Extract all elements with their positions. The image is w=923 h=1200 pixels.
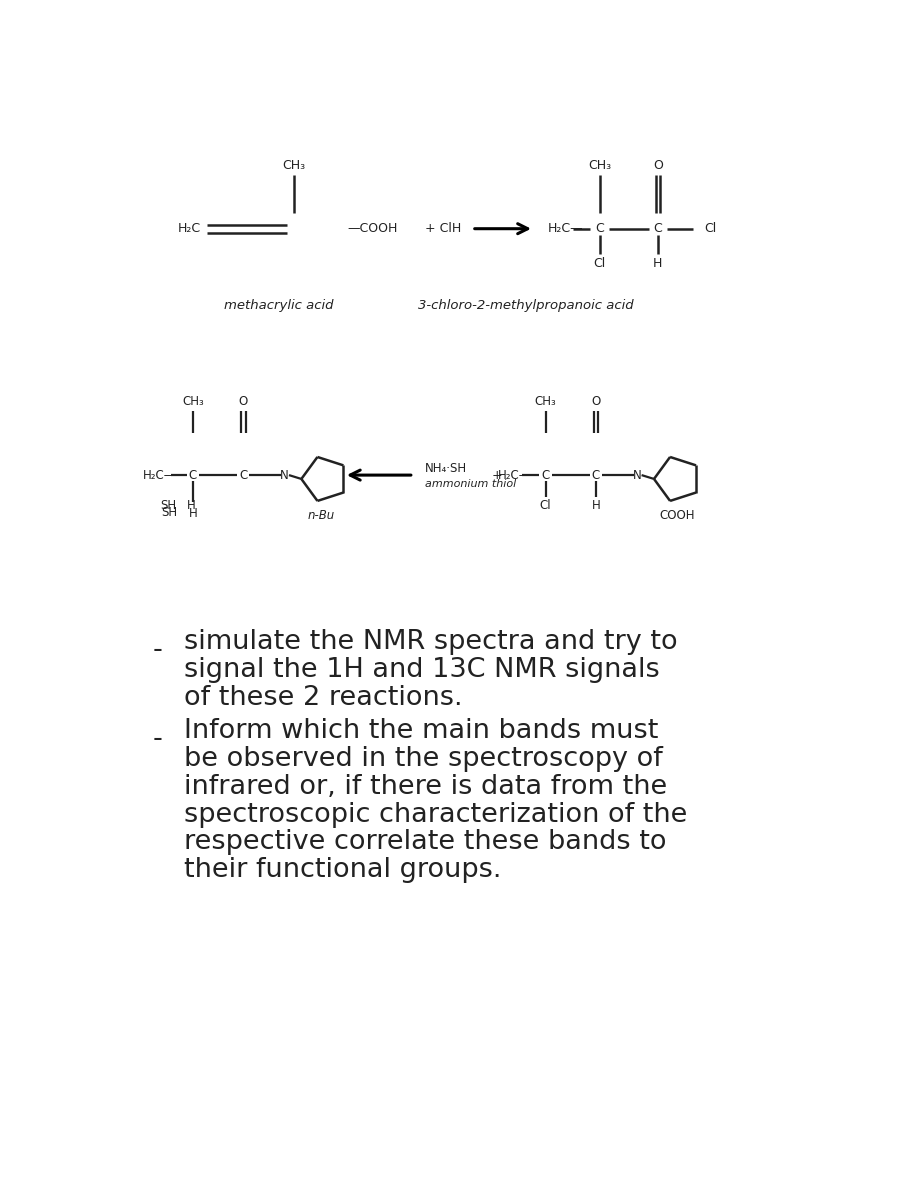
Text: H: H [188,508,198,520]
Text: —COOH: —COOH [348,222,398,235]
Text: their functional groups.: their functional groups. [184,857,501,883]
Text: C: C [595,222,605,235]
Text: be observed in the spectroscopy of: be observed in the spectroscopy of [184,746,663,772]
Text: 3-chloro-2-methylpropanoic acid: 3-chloro-2-methylpropanoic acid [417,299,633,312]
Text: H₂C—: H₂C— [548,222,583,235]
Text: N: N [632,468,641,481]
Text: CH₃: CH₃ [534,396,557,408]
Text: infrared or, if there is data from the: infrared or, if there is data from the [184,774,666,800]
Text: CH₃: CH₃ [588,160,611,172]
Text: C: C [542,468,549,481]
Text: -: - [153,637,163,662]
Text: Cl: Cl [704,222,716,235]
Text: -: - [153,726,163,752]
Text: Cl: Cl [540,499,551,512]
Text: C: C [592,468,600,481]
Text: H₂C—: H₂C— [497,468,531,481]
Text: C: C [188,468,197,481]
Text: Inform which the main bands must: Inform which the main bands must [184,719,658,744]
Text: methacrylic acid: methacrylic acid [224,299,333,312]
Text: O: O [239,396,248,408]
Text: H: H [653,257,663,270]
Text: C: C [653,222,662,235]
Text: O: O [592,396,601,408]
Text: CH₃: CH₃ [182,396,204,408]
Text: n-Bu: n-Bu [307,510,334,522]
Text: spectroscopic characterization of the: spectroscopic characterization of the [184,802,687,828]
Text: ammonium thiol: ammonium thiol [426,479,517,490]
Text: C: C [239,468,247,481]
Text: H₂C: H₂C [177,222,200,235]
Text: of these 2 reactions.: of these 2 reactions. [184,684,462,710]
Text: NH₄·SH: NH₄·SH [426,462,468,475]
Text: H₂C—: H₂C— [142,468,176,481]
Text: H: H [186,499,196,512]
Text: signal the 1H and 13C NMR signals: signal the 1H and 13C NMR signals [184,656,659,683]
Text: + ClH: + ClH [426,222,462,235]
Text: CH₃: CH₃ [282,160,306,172]
Text: COOH: COOH [660,510,695,522]
Text: Cl: Cl [593,257,605,270]
Text: SH: SH [162,505,178,518]
Text: H: H [592,499,600,512]
Text: respective correlate these bands to: respective correlate these bands to [184,829,666,856]
Text: N: N [280,468,289,481]
Text: simulate the NMR spectra and try to: simulate the NMR spectra and try to [184,629,677,655]
Text: O: O [653,160,663,172]
Text: SH: SH [160,499,176,512]
Text: +: + [491,468,502,481]
